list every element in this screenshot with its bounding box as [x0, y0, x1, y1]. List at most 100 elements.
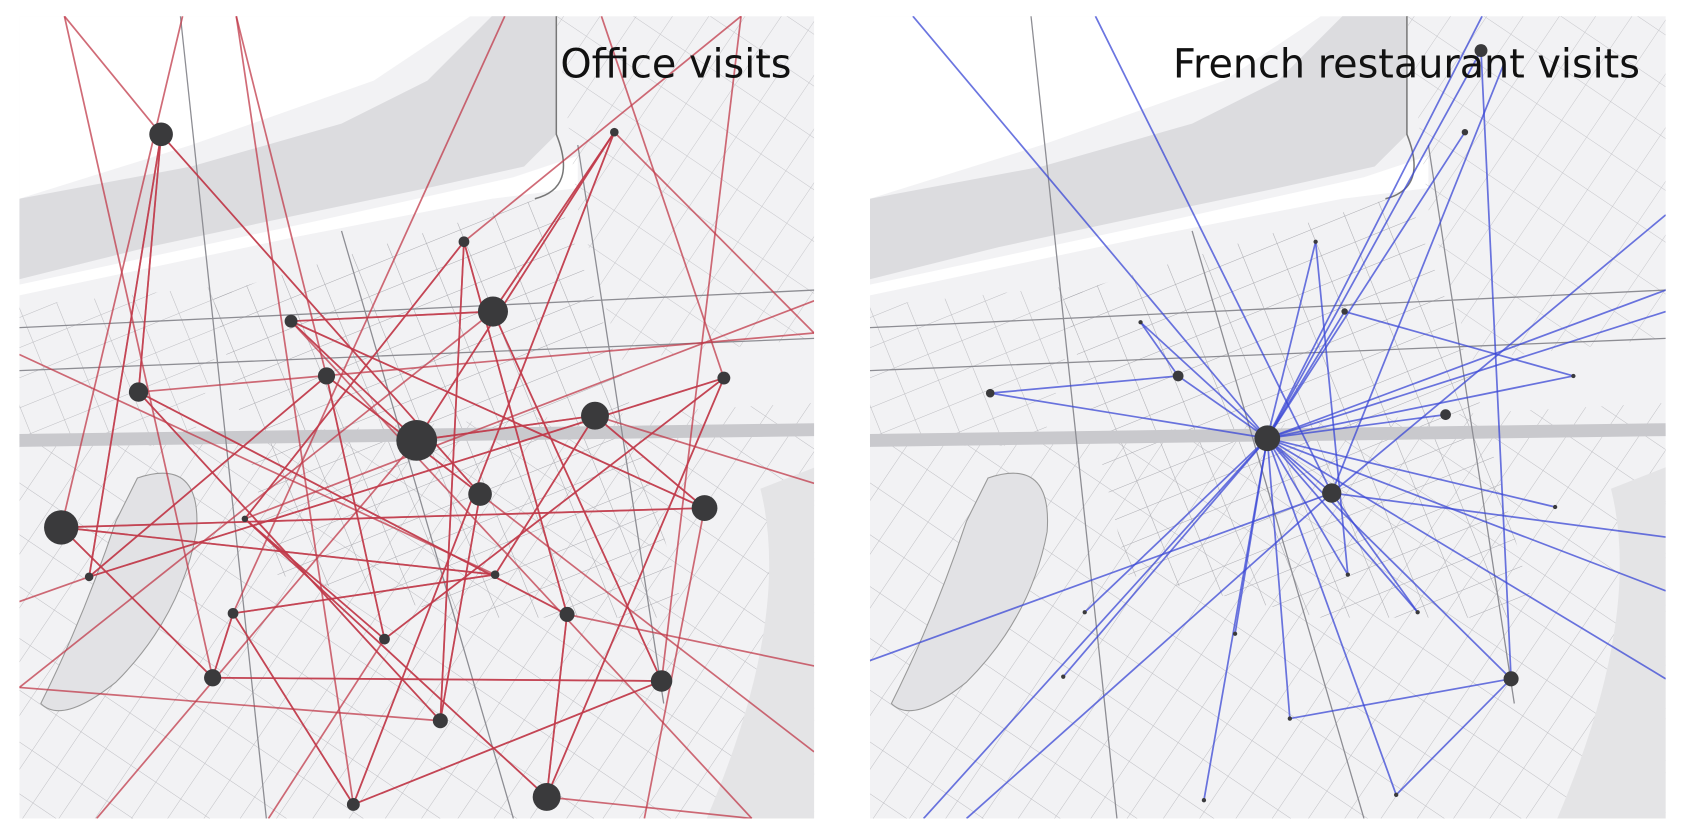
- restaurant-flow: [1267, 437, 1556, 508]
- restaurant-flow: [990, 392, 1268, 440]
- restaurant-flow: [1139, 321, 1179, 377]
- office-location: [581, 401, 609, 430]
- restaurant-flow: [966, 492, 1333, 819]
- panel-title: Office visits: [560, 41, 791, 87]
- office-flow: [546, 796, 752, 819]
- office-flow: [660, 16, 742, 682]
- office-flow: [19, 575, 90, 603]
- restaurant-flows: [869, 16, 1666, 819]
- restaurant-location: [1345, 572, 1350, 577]
- office-flow: [61, 507, 705, 529]
- restaurant-flow: [1139, 321, 1268, 439]
- restaurant-flow: [1331, 492, 1666, 538]
- office-location: [610, 127, 619, 137]
- restaurant-location: [1201, 798, 1207, 803]
- office-flow: [494, 415, 596, 576]
- office-flow: [137, 391, 441, 722]
- office-location: [691, 495, 718, 521]
- office-flow: [325, 375, 386, 640]
- restaurant-flow: [1267, 375, 1574, 440]
- restaurant-location: [1503, 671, 1519, 687]
- restaurant-location: [1474, 44, 1488, 57]
- office-flow: [211, 613, 234, 679]
- restaurant-flow: [1480, 50, 1512, 679]
- office-location: [650, 670, 673, 692]
- restaurant-flow: [1266, 289, 1666, 440]
- restaurant-flow: [1234, 438, 1269, 634]
- restaurant-location: [1172, 370, 1184, 382]
- restaurant-flow: [1330, 64, 1505, 494]
- office-basemap: [19, 16, 815, 818]
- restaurant-location: [1232, 631, 1238, 636]
- office-flow: [439, 241, 465, 721]
- restaurant-locations: [985, 44, 1576, 803]
- restaurant-location: [1341, 308, 1348, 315]
- restaurant-location: [1313, 239, 1318, 244]
- office-location: [44, 510, 79, 545]
- office-flow: [545, 614, 568, 798]
- office-flow: [235, 16, 355, 805]
- restaurant-flow: [1266, 437, 1666, 680]
- office-flow: [232, 573, 496, 615]
- restaurant-flow: [1267, 310, 1666, 440]
- office-location: [559, 606, 575, 622]
- restaurant-flow: [1062, 437, 1268, 678]
- office-flow: [244, 299, 815, 520]
- office-flow: [383, 377, 725, 640]
- office-flow: [137, 134, 162, 393]
- office-flow: [61, 526, 496, 576]
- office-flow: [96, 439, 418, 819]
- panel-title: French restaurant visits: [1173, 41, 1640, 87]
- office-flow: [244, 518, 386, 640]
- restaurant-location: [1394, 792, 1399, 797]
- restaurant-flow: [1331, 492, 1419, 613]
- office-locations: [44, 122, 731, 811]
- restaurant-location: [1322, 483, 1342, 503]
- restaurant-location: [1061, 674, 1066, 679]
- restaurant-flow: [1289, 677, 1512, 720]
- office-flow: [545, 377, 725, 798]
- restaurant-flow: [990, 375, 1179, 395]
- office-flow: [492, 131, 616, 313]
- restaurant-flow: [1266, 438, 1291, 719]
- restaurant-location: [1461, 128, 1469, 136]
- office-panel: Office visits: [19, 16, 815, 819]
- office-flow: [19, 310, 494, 689]
- restaurant-flow: [869, 492, 1333, 662]
- office-location: [204, 669, 222, 687]
- restaurant-flow: [1266, 50, 1482, 439]
- office-flow: [600, 16, 725, 379]
- restaurant-flow: [1266, 311, 1346, 439]
- office-location: [227, 607, 239, 619]
- office-flow: [212, 676, 662, 682]
- office-flow: [60, 526, 214, 679]
- restaurant-flow: [1395, 678, 1512, 796]
- office-location: [432, 713, 448, 729]
- office-flow: [88, 134, 162, 577]
- office-flow: [566, 613, 815, 667]
- office-location: [84, 572, 94, 582]
- office-flow: [235, 16, 328, 377]
- restaurant-flow: [1267, 413, 1446, 440]
- restaurant-flow: [1331, 214, 1666, 494]
- office-flow: [232, 612, 355, 805]
- office-flow: [416, 414, 596, 442]
- office-flow: [594, 415, 706, 509]
- office-location: [284, 314, 298, 328]
- office-location: [346, 798, 360, 811]
- office-flow: [643, 507, 706, 819]
- restaurant-flow: [912, 16, 1268, 439]
- office-flow: [19, 686, 441, 722]
- office-flow: [353, 680, 662, 806]
- restaurant-flow: [1344, 310, 1574, 377]
- restaurant-flow: [1266, 437, 1349, 576]
- office-flow: [63, 16, 162, 135]
- restaurant-flow: [1266, 241, 1317, 439]
- office-location: [532, 783, 561, 811]
- restaurant-flow: [1177, 375, 1268, 439]
- office-flow: [244, 241, 465, 520]
- office-flow: [439, 493, 481, 721]
- restaurant-flow: [1266, 131, 1466, 439]
- office-flow: [463, 16, 742, 243]
- office-flow: [352, 131, 616, 805]
